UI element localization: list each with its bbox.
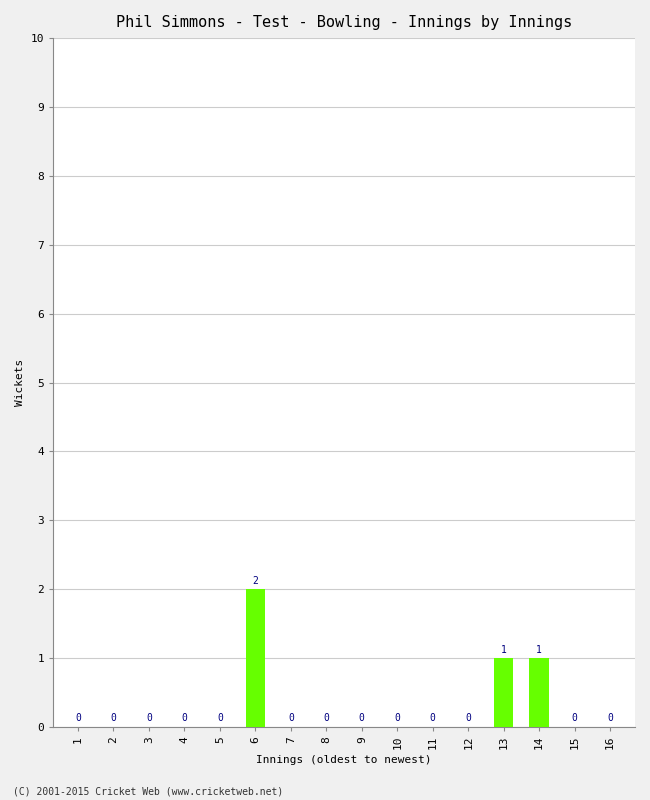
Text: 0: 0 xyxy=(181,713,187,722)
Y-axis label: Wickets: Wickets xyxy=(15,359,25,406)
Text: 0: 0 xyxy=(430,713,436,722)
Text: 0: 0 xyxy=(607,713,613,722)
Text: 0: 0 xyxy=(465,713,471,722)
Text: 1: 1 xyxy=(536,645,542,654)
Bar xyxy=(530,658,549,727)
Text: 0: 0 xyxy=(217,713,223,722)
Bar xyxy=(494,658,514,727)
X-axis label: Innings (oldest to newest): Innings (oldest to newest) xyxy=(256,755,432,765)
Title: Phil Simmons - Test - Bowling - Innings by Innings: Phil Simmons - Test - Bowling - Innings … xyxy=(116,15,572,30)
Text: 0: 0 xyxy=(323,713,330,722)
Text: 0: 0 xyxy=(75,713,81,722)
Text: 0: 0 xyxy=(359,713,365,722)
Text: 2: 2 xyxy=(252,576,258,586)
Text: 0: 0 xyxy=(572,713,578,722)
Text: 0: 0 xyxy=(111,713,116,722)
Text: (C) 2001-2015 Cricket Web (www.cricketweb.net): (C) 2001-2015 Cricket Web (www.cricketwe… xyxy=(13,786,283,796)
Text: 0: 0 xyxy=(395,713,400,722)
Bar xyxy=(246,589,265,727)
Text: 0: 0 xyxy=(146,713,152,722)
Text: 0: 0 xyxy=(288,713,294,722)
Text: 1: 1 xyxy=(500,645,506,654)
